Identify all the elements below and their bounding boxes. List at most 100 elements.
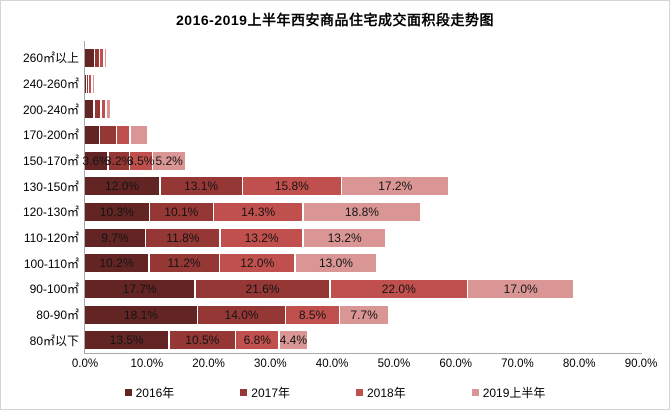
x-tick-label: 40.0% [315, 358, 349, 370]
legend-item: 2017年 [240, 384, 290, 401]
bar-segment-2019上半年: 13.0% [295, 254, 377, 273]
bar-segment-2019上半年: 18.8% [303, 202, 420, 221]
bar-value-label: 4.4% [279, 333, 308, 348]
bar-value-label: 11.2% [167, 256, 201, 271]
x-tick-label: 30.0% [254, 358, 287, 370]
bar-segment-2016年: 10.3% [85, 202, 149, 221]
bar-segment-2016年: 17.7% [85, 279, 195, 298]
category-label: 90-100㎡ [29, 282, 79, 297]
bar-track: 13.5% 10.5% 6.8% 4.4% [85, 331, 308, 350]
bar-row: 260㎡以上 [1, 45, 665, 71]
legend-marker-icon [124, 389, 132, 396]
x-tick-label: 80.0% [562, 358, 596, 370]
bar-segment-2018年: 14.3% [214, 202, 303, 221]
bar-track: 17.7% 21.6% 22.0% 17.0% [85, 279, 575, 298]
bar-segment-2016年: 12.0% [85, 177, 160, 196]
bar-row: 240-260㎡ [1, 71, 665, 97]
chart-title: 2016-2019上半年西安商品住宅成交面积段走势图 [176, 12, 494, 28]
category-label: 170-200㎡ [22, 128, 79, 143]
x-tick-label: 90.0% [624, 358, 658, 370]
bar-segment-2019上半年: 4.4% [279, 331, 308, 350]
category-label: 110-120㎡ [23, 231, 79, 246]
bar-segment-2017年 [94, 100, 101, 119]
x-axis-ticks: 0.0% 10.0% 20.0% 30.0% 40.0% 50.0% 60.0% 70.0% 8… [72, 358, 657, 373]
bar-segment-2019上半年 [106, 100, 110, 119]
bar-value-label: 21.6% [245, 281, 280, 296]
category-label: 120-130㎡ [22, 205, 79, 220]
bar-segment-2018年: 6.8% [236, 331, 279, 350]
bar-segment-2016年 [85, 100, 94, 119]
bar-value-label: 10.3% [99, 204, 134, 219]
bar-value-label: 12.0% [105, 179, 140, 194]
legend-label: 2017年 [251, 386, 290, 400]
legend-item: 2016年 [124, 384, 175, 401]
bar-segment-2016年 [85, 125, 99, 144]
category-label: 240-260㎡ [22, 77, 79, 91]
bar-value-label: 18.1% [123, 307, 158, 322]
bar-segment-2016年: 3.6% [82, 151, 110, 170]
bar-value-label: 13.5% [109, 333, 144, 348]
category-label: 130-150㎡ [22, 179, 79, 194]
category-label: 200-240㎡ [22, 102, 79, 117]
bar-row: 80-90㎡ 18.1% 14.0% 8.5% 7.7% [1, 302, 665, 328]
bar-value-label: 3.2% [104, 153, 133, 168]
category-label: 80㎡以下 [29, 333, 79, 348]
bar-row: 170-200㎡ [1, 122, 665, 148]
bar-track: 12.0% 13.1% 15.8% 17.2% [85, 177, 450, 196]
bar-segment-2018年 [89, 74, 92, 93]
bar-row: 80㎡以下 13.5% 10.5% 6.8% 4.4% [1, 327, 665, 353]
bar-value-label: 3.6% [82, 153, 110, 168]
bar-value-label: 17.0% [503, 281, 538, 296]
bar-segment-2017年: 14.0% [198, 305, 285, 324]
bar-segment-2018年: 15.8% [243, 177, 341, 196]
bar-value-label: 9.7% [101, 230, 129, 245]
legend-item: 2018年 [356, 384, 406, 401]
bar-value-label: 15.8% [274, 179, 309, 194]
bar-segment-2018年: 13.2% [220, 228, 303, 247]
category-label: 150-170㎡ [22, 154, 79, 169]
bar-value-label: 17.2% [378, 179, 413, 194]
bar-row: 120-130㎡ 10.3% 10.1% 14.3% 18.8% [1, 199, 665, 225]
bar-value-label: 3.5% [127, 153, 155, 168]
bar-value-label: 14.0% [224, 307, 259, 322]
bar-segment-2019上半年: 17.2% [342, 177, 449, 196]
bar-segment-2017年: 11.2% [149, 254, 219, 273]
bar-value-label: 17.7% [122, 281, 157, 296]
bar-value-label: 12.0% [240, 256, 275, 271]
bar-segment-2019上半年: 13.2% [303, 228, 386, 247]
bar-track [85, 48, 108, 67]
bar-row: 100-110㎡ 10.2% 11.2% 12.0% 13.0% [1, 250, 665, 276]
bar-value-label: 10.5% [185, 333, 220, 348]
bar-value-label: 14.3% [241, 204, 276, 219]
bar-track: 18.1% 14.0% 8.5% 7.7% [85, 305, 389, 324]
legend-label: 2016年 [135, 386, 175, 400]
bar-row: 110-120㎡ 9.7% 11.8% 13.2% 13.2% [1, 225, 665, 251]
legend-item: 2019上半年 [471, 384, 545, 401]
bar-value-label: 13.2% [327, 230, 362, 245]
x-tick-label: 20.0% [192, 358, 225, 370]
bar-segment-2017年: 3.2% [105, 151, 132, 170]
bar-segment-2019上半年 [130, 125, 147, 144]
bar-segment-2017年: 21.6% [195, 279, 330, 298]
bar-segment-2019上半年: 5.2% [153, 151, 186, 170]
bar-segment-2018年 [100, 48, 104, 67]
bar-value-label: 10.2% [99, 256, 134, 271]
bar-row: 200-240㎡ [1, 96, 665, 122]
bar-segment-2018年: 8.5% [286, 305, 339, 324]
bar-segment-2018年 [101, 100, 106, 119]
bar-segment-2017年 [95, 48, 99, 67]
bar-track: 9.7% 11.8% 13.2% 13.2% [85, 228, 387, 247]
x-tick-label: 70.0% [501, 358, 534, 370]
bar-segment-2016年 [85, 74, 86, 93]
bar-value-label: 18.8% [344, 204, 379, 219]
bar-track: 10.2% 11.2% 12.0% 13.0% [85, 254, 378, 273]
x-tick-label: 60.0% [439, 358, 472, 370]
bar-segment-2017年 [100, 125, 116, 144]
legend-marker-icon [471, 389, 479, 396]
category-label: 260㎡以上 [22, 51, 79, 66]
legend-marker-icon [240, 389, 248, 396]
bar-segment-2018年: 12.0% [220, 254, 295, 273]
bar-value-label: 13.0% [318, 256, 353, 271]
bar-segment-2019上半年: 7.7% [340, 305, 388, 324]
